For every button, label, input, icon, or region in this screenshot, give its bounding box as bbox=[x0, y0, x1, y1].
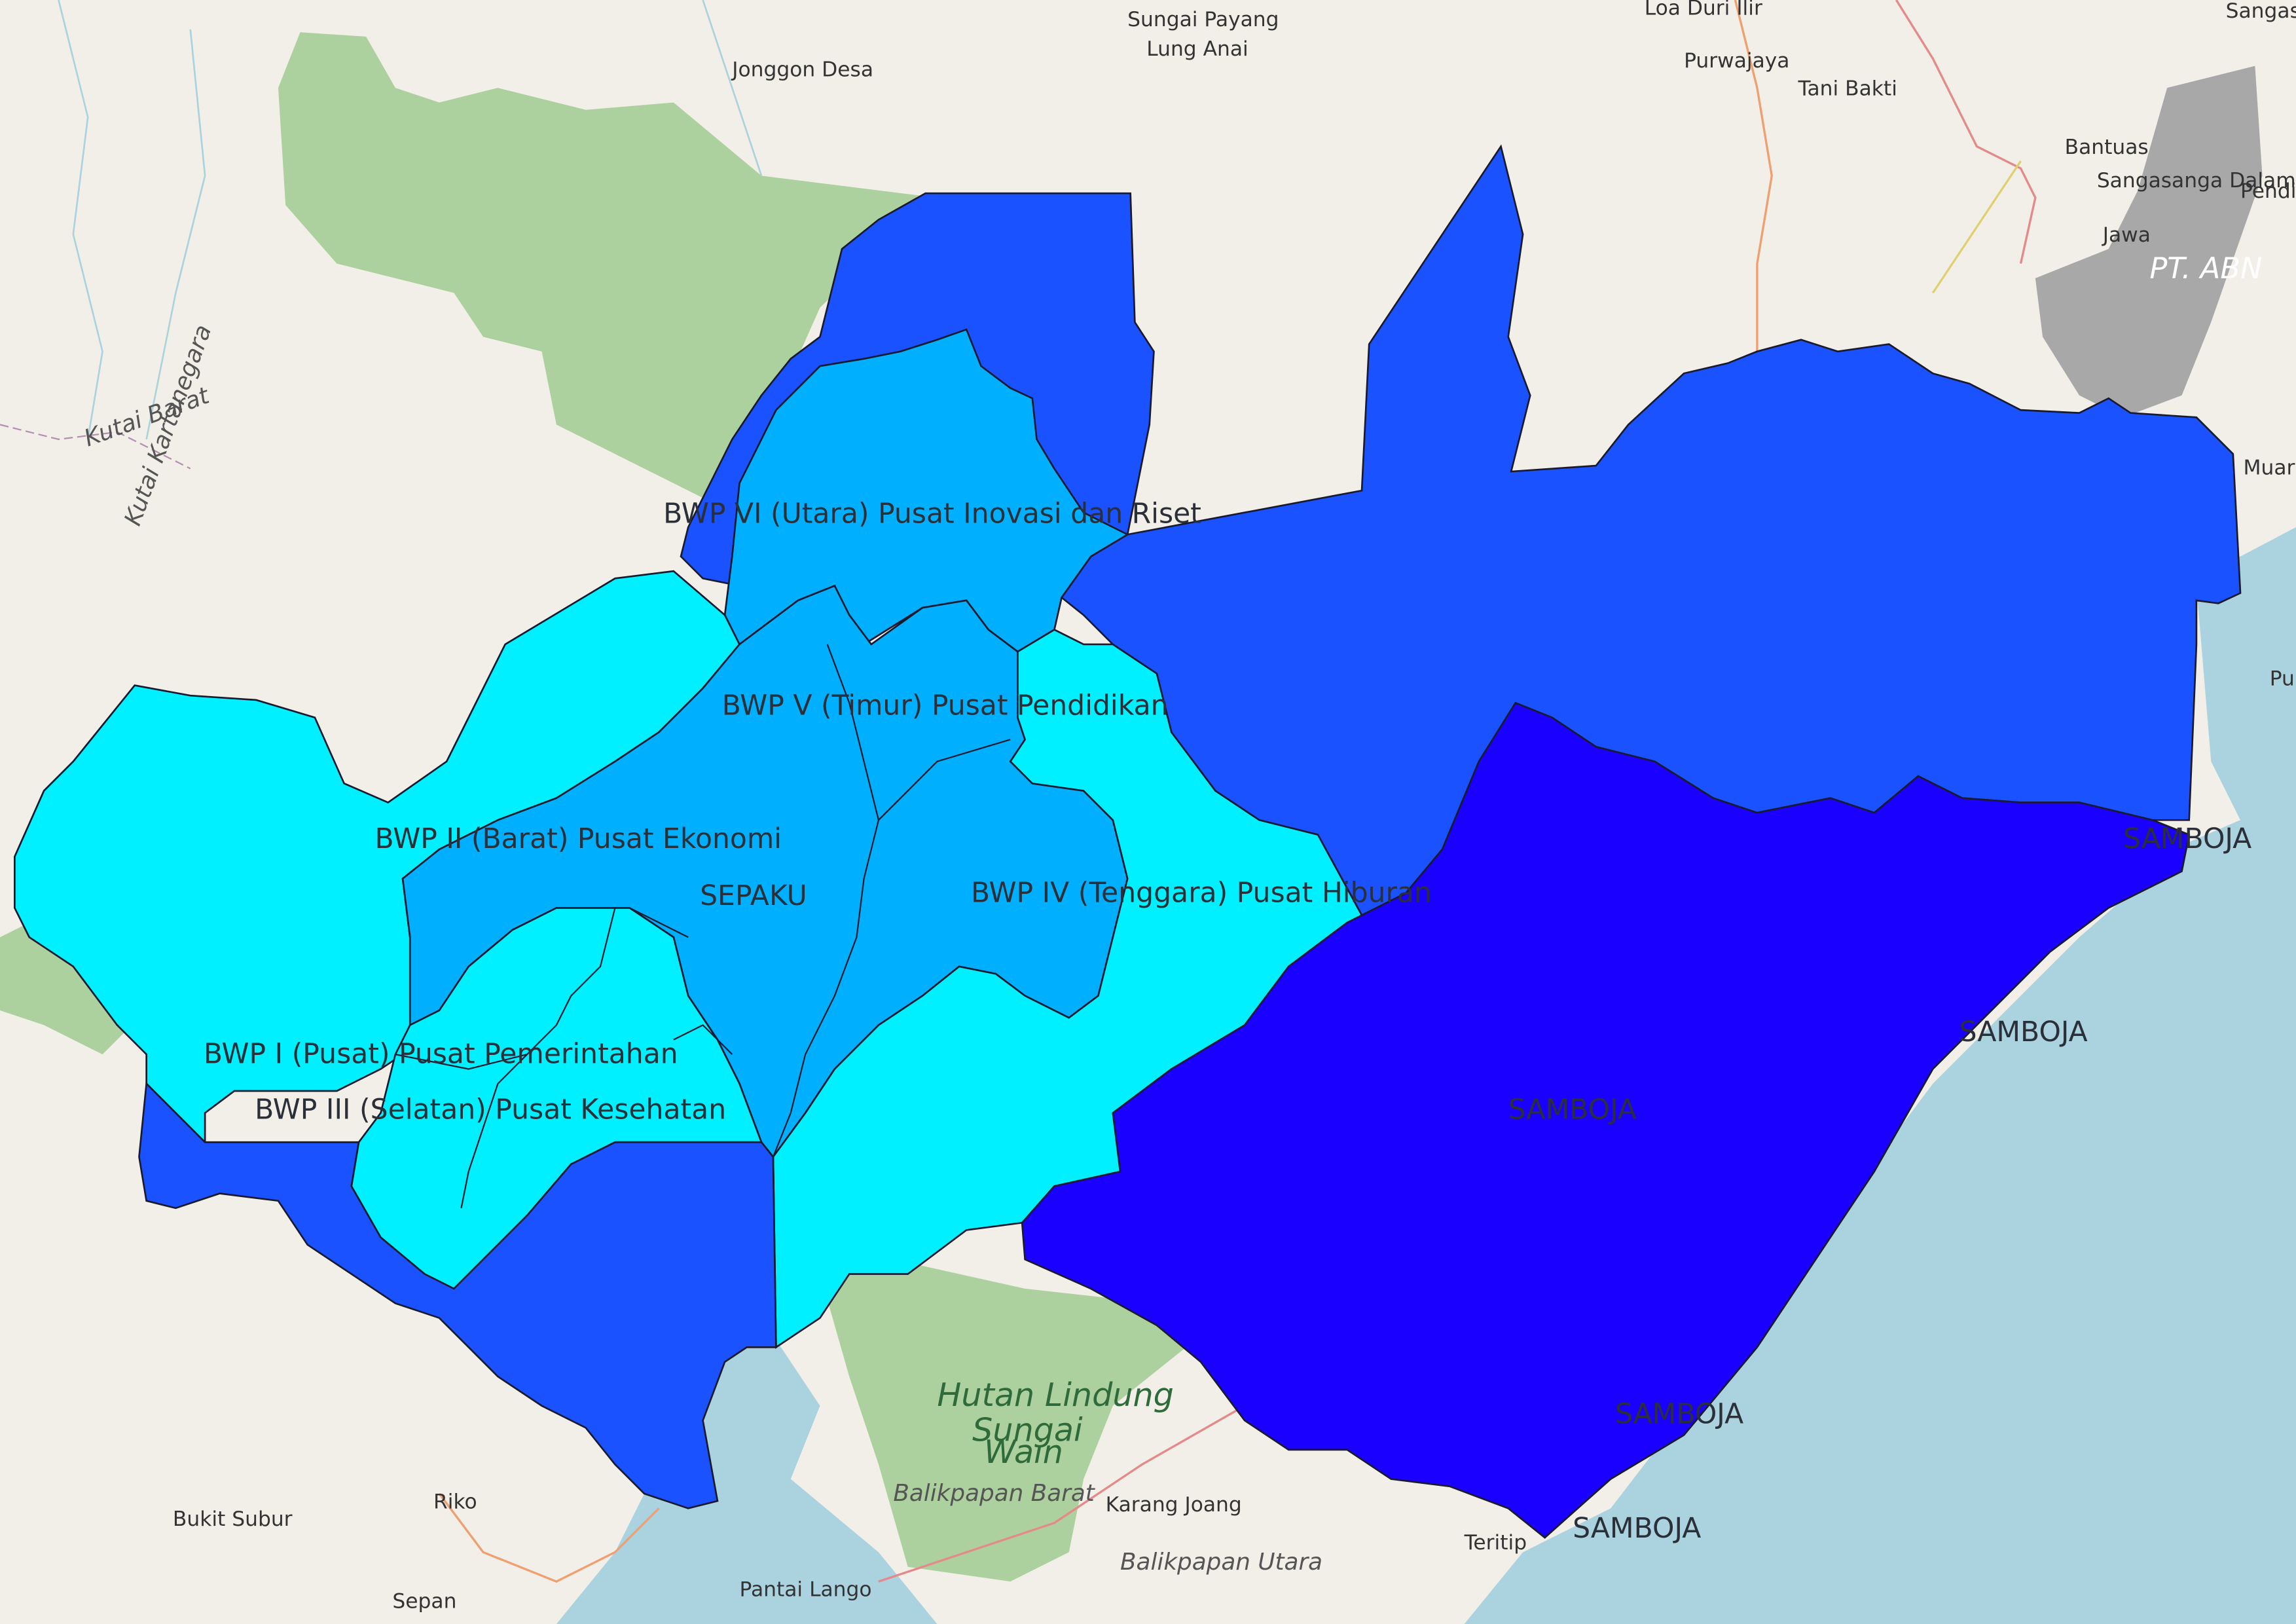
label-sangasanga-muara: Sangasanga Muara bbox=[2226, 0, 2296, 23]
label-bwp-iii: BWP III (Selatan) Pusat Kesehatan bbox=[255, 1094, 726, 1126]
label-loa-duri-ilir: Loa Duri Ilir bbox=[1645, 0, 1762, 20]
river-mid bbox=[145, 29, 206, 440]
river-west bbox=[58, 0, 103, 440]
label-pt-abn: PT. ABN bbox=[2149, 251, 2262, 286]
label-teritip: Teritip bbox=[1464, 1531, 1527, 1555]
admin-boundary bbox=[0, 424, 191, 470]
label-samboja-1: SAMBOJA bbox=[2123, 823, 2251, 855]
label-jonggon-desa: Jonggon Desa bbox=[731, 58, 873, 81]
label-sangasanga-dalam: Sangasanga Dalam bbox=[2097, 169, 2296, 193]
label-sepaku: SEPAKU bbox=[700, 880, 807, 912]
label-balikpapan-barat: Balikpapan Barat bbox=[893, 1480, 1095, 1507]
label-bukit-subur: Bukit Subur bbox=[173, 1507, 293, 1531]
label-pendingin: Pendingin bbox=[2240, 179, 2296, 203]
label-bwp-v: BWP V (Timur) Pusat Pendidikan bbox=[722, 690, 1169, 722]
subdivision-lines bbox=[395, 644, 1011, 1209]
road-south-east bbox=[878, 1405, 1245, 1583]
label-karang-joang: Karang Joang bbox=[1106, 1493, 1242, 1517]
label-bwp-ii: BWP II (Barat) Pusat Ekonomi bbox=[375, 823, 782, 855]
label-pulau: Pulau bbox=[2270, 667, 2296, 691]
road-yellow bbox=[1931, 160, 2022, 294]
label-pantai-lango: Pantai Lango bbox=[739, 1578, 871, 1602]
road-network bbox=[438, 0, 2037, 1583]
zone-southwest-mid-blue[interactable] bbox=[138, 1081, 777, 1509]
label-bwp-vi: BWP VI (Utara) Pusat Inovasi dan Riset bbox=[663, 498, 1201, 530]
label-bantuas: Bantuas bbox=[2065, 136, 2149, 159]
mine-area-pt-abn bbox=[2035, 65, 2263, 418]
label-samboja-3: SAMBOJA bbox=[1508, 1094, 1637, 1126]
label-balikpapan-utara: Balikpapan Utara bbox=[1120, 1549, 1322, 1576]
label-samboja-4: SAMBOJA bbox=[1615, 1399, 1743, 1431]
sea-area bbox=[1464, 790, 2296, 1624]
forest-sungai-wain bbox=[820, 1259, 1186, 1582]
label-muara-kembang: Muara Kem bbox=[2243, 456, 2296, 480]
label-purwajaya: Purwajaya bbox=[1684, 49, 1789, 73]
balikpapan-bay bbox=[556, 1340, 938, 1624]
label-tani-bakti: Tani Bakti bbox=[1798, 77, 1897, 100]
label-lung-anai: Lung Anai bbox=[1146, 37, 1248, 61]
label-sungai-wain-2: Wain bbox=[984, 1433, 1063, 1471]
road-red bbox=[1895, 0, 2037, 264]
river-north bbox=[702, 0, 763, 176]
label-samboja-2: SAMBOJA bbox=[1959, 1016, 2088, 1048]
label-hutan-lindung: Hutan Lindung bbox=[937, 1376, 1173, 1414]
label-bwp-iv: BWP IV (Tenggara) Pusat Hiburan bbox=[971, 877, 1432, 910]
label-riko: Riko bbox=[433, 1490, 477, 1513]
label-sungai-payang: Sungai Payang bbox=[1127, 8, 1279, 31]
zone-labels: BWP VI (Utara) Pusat Inovasi dan Riset B… bbox=[204, 498, 2251, 1545]
label-jawa: Jawa bbox=[2102, 223, 2151, 247]
label-bwp-i: BWP I (Pusat) Pusat Pemerintahan bbox=[204, 1039, 678, 1071]
label-sepan: Sepan bbox=[392, 1589, 456, 1613]
zone-bwp-iv-cyan[interactable] bbox=[772, 629, 1363, 1349]
road-south bbox=[438, 1492, 660, 1583]
label-samboja-5: SAMBOJA bbox=[1573, 1513, 1701, 1545]
road-orange bbox=[1734, 0, 1773, 352]
label-sungai-wain-1: Sungai bbox=[972, 1411, 1083, 1449]
river-network bbox=[58, 0, 763, 440]
